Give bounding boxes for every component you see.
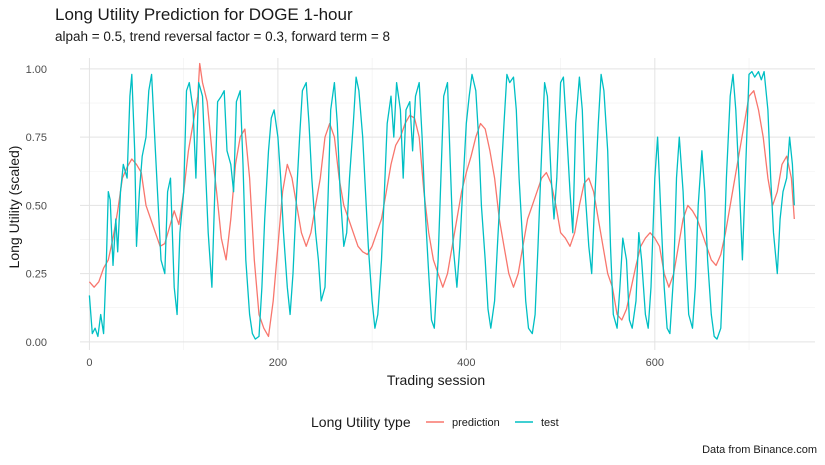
chart-subtitle: alpah = 0.5, trend reversal factor = 0.3… — [55, 29, 391, 44]
plot-series — [88, 62, 795, 340]
y-tick-label: 0.00 — [26, 337, 47, 349]
y-tick-label: 0.25 — [26, 269, 47, 281]
x-tick-label: 400 — [457, 357, 475, 369]
x-tick-label: 200 — [269, 357, 287, 369]
x-tick-label: 600 — [646, 357, 664, 369]
chart-title: Long Utility Prediction for DOGE 1-hour — [55, 5, 353, 24]
series-line-test — [88, 70, 795, 340]
legend-label-test: test — [541, 417, 559, 429]
x-axis-label: Trading session — [387, 372, 485, 388]
y-axis-label: Long Utility (scaled) — [6, 146, 22, 269]
y-axis-ticks: 0.00 0.25 0.50 0.75 1.00 — [26, 64, 47, 349]
y-tick-label: 1.00 — [26, 64, 47, 76]
chart-caption: Data from Binance.com — [702, 444, 817, 456]
y-tick-label: 0.50 — [26, 200, 47, 212]
legend: Long Utility type prediction test — [311, 414, 559, 430]
x-axis-ticks: 0 200 400 600 — [86, 357, 664, 369]
x-tick-label: 0 — [86, 357, 92, 369]
legend-label-prediction: prediction — [452, 417, 500, 429]
series-line-prediction — [88, 62, 795, 338]
y-tick-label: 0.75 — [26, 132, 47, 144]
legend-title: Long Utility type — [311, 414, 411, 430]
